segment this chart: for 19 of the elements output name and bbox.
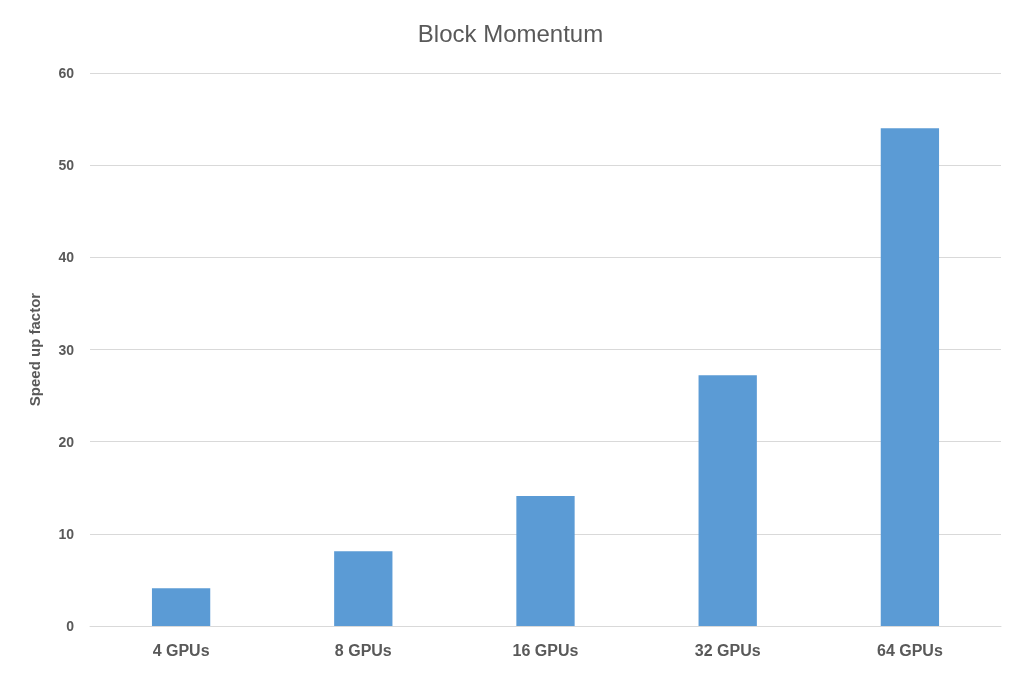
- y-tick-label: 20: [58, 433, 75, 450]
- x-tick-label: 8 GPUs: [334, 641, 392, 659]
- bar: [334, 551, 393, 626]
- y-tick-label: 10: [58, 525, 75, 542]
- bar: [516, 496, 575, 626]
- x-tick-label: 32 GPUs: [694, 641, 761, 659]
- bar: [151, 588, 211, 626]
- x-tick-label: 4 GPUs: [152, 641, 210, 659]
- x-tick-label: 64 GPUs: [876, 641, 943, 659]
- y-tick-label: 50: [58, 157, 75, 174]
- y-tick-label: 0: [66, 618, 75, 634]
- y-tick-label: 40: [58, 249, 75, 266]
- bar: [880, 128, 940, 626]
- y-axis-title: Speed up factor: [26, 292, 43, 407]
- y-tick-label: 60: [58, 65, 75, 81]
- x-tick-label: 16 GPUs: [512, 641, 579, 659]
- chart-title: Block Momentum: [417, 19, 604, 47]
- y-tick-label: 30: [58, 341, 75, 358]
- bar: [698, 375, 757, 626]
